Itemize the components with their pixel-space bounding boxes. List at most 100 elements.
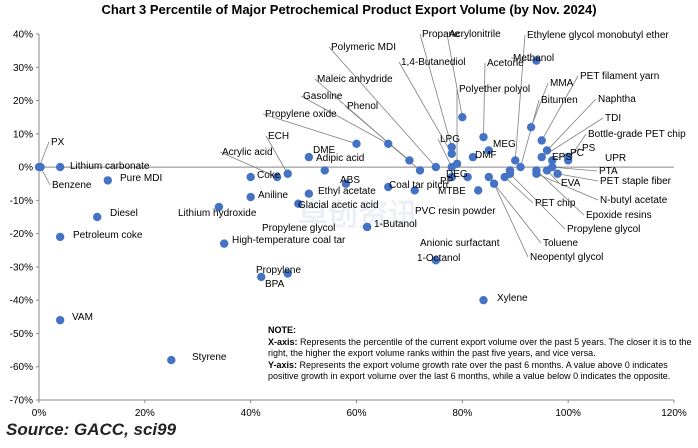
label-pta: PTA	[599, 166, 618, 177]
point-pvc-resin-powder	[410, 186, 419, 195]
leader-line-propane	[419, 33, 453, 148]
label-naphtha: Naphtha	[598, 94, 636, 105]
point-pp	[463, 172, 472, 182]
y-tick-label: -50%	[10, 329, 33, 340]
y-tick-label: -60%	[10, 362, 33, 373]
leader-line-bitumen	[520, 99, 540, 168]
label-dme: DME	[313, 145, 336, 156]
note-heading: NOTE:	[268, 325, 296, 335]
label-ech: ECH	[268, 131, 289, 142]
point-meg	[484, 146, 493, 155]
label-diesel: Diesel	[110, 208, 138, 219]
point-propylene	[283, 269, 292, 278]
label-ethylene-glycol-monobutyl-ether: Ethylene glycol monobutyl ether	[527, 30, 669, 41]
leader-line-neopentyl-glycol	[493, 183, 529, 258]
note-y-axis: Y-axis: Represents the export volume gro…	[268, 360, 692, 382]
leader-line-tdi	[541, 117, 604, 158]
point-dme	[304, 152, 314, 162]
label-coal-tar-pitch: Coal tar pitch	[389, 180, 448, 191]
label-polyether-polyol: Polyether polyol	[459, 84, 530, 95]
point-propane	[447, 142, 456, 152]
note-x-axis: X-axis: Represents the percentile of the…	[268, 337, 692, 359]
point-phenol	[405, 156, 414, 165]
y-tick-label: 10%	[13, 129, 33, 140]
label-propylene-glycol: Propylene glycol	[567, 224, 640, 235]
point-coal-tar-pitch	[384, 182, 393, 192]
label-phenol: Phenol	[347, 101, 378, 112]
point-dmf	[468, 152, 478, 162]
watermark: 卓创资讯	[298, 199, 418, 232]
point-aniline	[246, 192, 255, 202]
point-high-temperature-coal-tar	[220, 239, 229, 248]
y-tick-label: -20%	[10, 229, 33, 240]
point-upr	[563, 152, 573, 162]
label-eps: EPS	[552, 152, 572, 163]
point-acetone	[479, 132, 488, 142]
y-tick-label: -10%	[10, 196, 33, 207]
leader-line-lpg	[437, 138, 453, 168]
point-petroleum-coke	[55, 232, 65, 242]
label-aniline: Aniline	[258, 190, 288, 201]
y-tick-label: -70%	[10, 396, 33, 407]
point-ethyl-acetate	[304, 189, 314, 198]
source-text: Source: GACC, sci99	[6, 420, 177, 439]
label-upr: UPR	[605, 153, 626, 164]
x-tick-label: 0%	[32, 408, 47, 419]
leader-line-naphtha	[546, 98, 597, 151]
y-tick-label: 20%	[13, 96, 33, 107]
label-ps: PS	[582, 143, 596, 154]
label-dmf: DMF	[475, 150, 497, 161]
point-mma	[526, 122, 536, 132]
label-pp: PP	[440, 176, 454, 187]
label-benzene: Benzene	[52, 180, 92, 191]
leader-line-acetone	[483, 62, 486, 138]
leader-line-n-butyl-acetate	[536, 173, 599, 201]
point-abs	[341, 179, 351, 188]
label-propylene-oxide: Propylene oxide	[265, 109, 337, 120]
leader-line-pet-filament-yarn	[541, 75, 579, 141]
label-coke: Coke	[257, 170, 281, 181]
x-tick-label: 60%	[346, 408, 366, 419]
label-anionic-surfactant: Anionic surfactant	[420, 238, 500, 249]
point-pet-filament-yarn	[537, 136, 546, 145]
chart-title: Chart 3 Percentile of Major Petrochemica…	[101, 2, 596, 17]
leader-line-pta	[552, 166, 598, 172]
label-neopentyl-glycol: Neopentyl glycol	[530, 252, 603, 263]
point-xylene	[479, 295, 488, 305]
point-pure-mdi	[103, 176, 112, 185]
y-tick-label: -40%	[10, 296, 33, 307]
label-px: PX	[51, 137, 65, 148]
point-lithium-carbonate	[55, 162, 65, 172]
label-lpg: LPG	[440, 134, 460, 145]
leader-line-1-4-butanediol	[398, 61, 453, 154]
point-ethylene-glycol-monobutyl-ether	[511, 156, 520, 165]
point-ech	[283, 169, 292, 178]
label-styrene: Styrene	[192, 352, 227, 363]
label-pet-filament-yarn: PET filament yarn	[580, 71, 659, 82]
label-bpa: BPA	[265, 279, 285, 290]
leader-line-pet-chip	[504, 176, 534, 204]
point-n-butyl-acetate	[532, 169, 541, 178]
x-tick-label: 20%	[135, 408, 155, 419]
point-1-butanol	[362, 222, 372, 232]
leader-line-pet-staple-fiber	[557, 173, 599, 182]
label-acetone: Acetone	[487, 58, 524, 69]
point-pet-staple-fiber	[553, 169, 562, 178]
point-gasoline	[384, 139, 393, 148]
label-n-butyl-acetate: N-butyl acetate	[600, 195, 668, 206]
leader-line-epoxide-resins	[536, 170, 585, 216]
label-bottle-grade-pet-chip: Bottle-grade PET chip	[588, 129, 686, 140]
point-tdi	[537, 152, 546, 162]
y-tick-label: 40%	[13, 30, 33, 41]
note-block: NOTE: X-axis: Represents the percentile …	[268, 325, 692, 383]
label-pc: PC	[570, 148, 584, 159]
point-1-octanol	[431, 256, 441, 265]
label-pvc-resin-powder: PVC resin powder	[415, 206, 496, 217]
label-vam: VAM	[72, 312, 93, 323]
leader-line-methanol	[510, 57, 537, 62]
point-neopentyl-glycol	[489, 179, 499, 188]
leader-line-polymeric-mdi	[328, 46, 437, 168]
label-ethyl-acetate: Ethyl acetate	[318, 186, 376, 197]
leader-line-ethylene-glycol-monobutyl-ether	[514, 34, 526, 161]
